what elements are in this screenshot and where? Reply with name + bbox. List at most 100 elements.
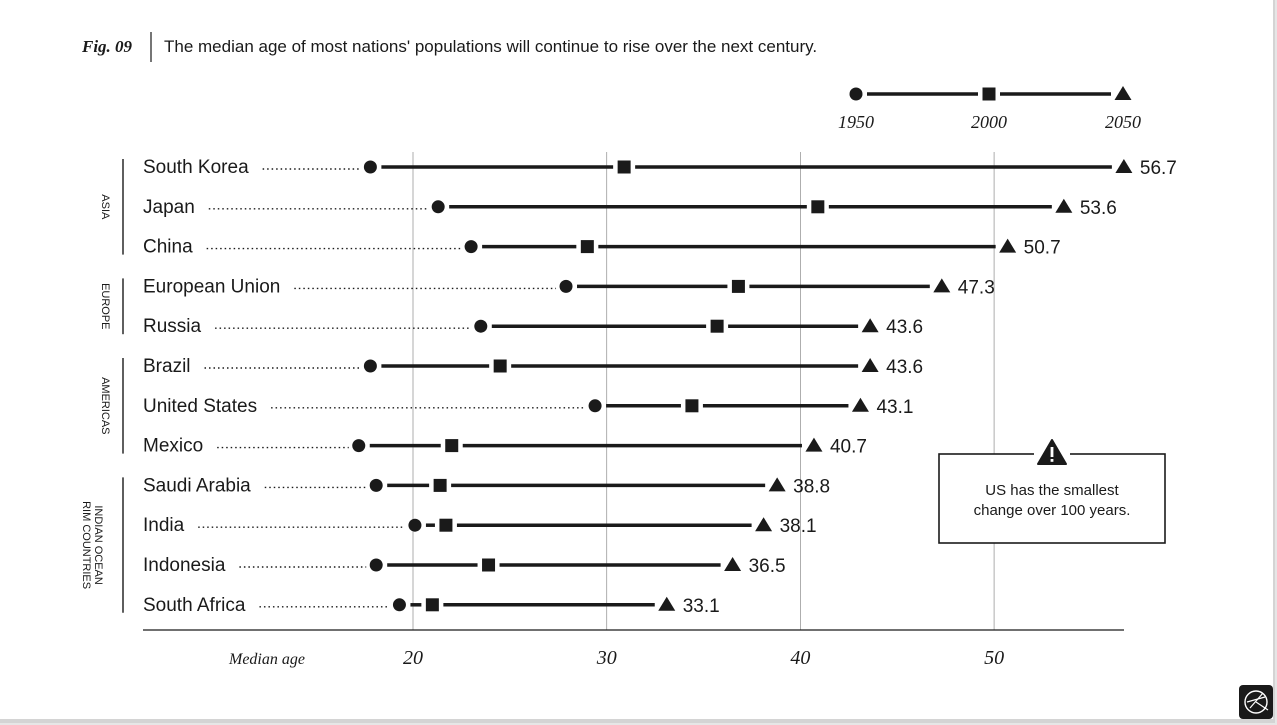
- marker-1950: [408, 518, 422, 532]
- marker-2000: [493, 359, 507, 373]
- value-label: 38.1: [780, 516, 817, 537]
- marker-1950: [363, 359, 377, 373]
- row-mexico: Mexico 40.7: [143, 436, 867, 458]
- marker-2050: [658, 596, 676, 611]
- group-label-line2: RIM COUNTRIES: [80, 501, 92, 589]
- value-label: 47.3: [958, 277, 995, 298]
- tick-label-20: 20: [403, 647, 423, 669]
- country-label: Saudi Arabia: [143, 475, 251, 496]
- row-united-states: United States 43.1: [143, 396, 913, 418]
- tick-label-40: 40: [790, 647, 810, 669]
- marker-2050: [805, 437, 823, 452]
- marker-2050: [768, 477, 786, 492]
- x-axis-title: Median age: [228, 651, 305, 668]
- legend-marker-2050: [1114, 86, 1132, 100]
- marker-2050: [851, 397, 869, 412]
- country-label: India: [143, 515, 185, 536]
- row-south-korea: South Korea 56.7: [143, 157, 1177, 179]
- row-india: India 38.1: [143, 515, 817, 537]
- country-label: South Africa: [143, 595, 246, 616]
- row-south-africa: South Africa 33.1: [143, 595, 720, 617]
- legend-label-1950: 1950: [838, 112, 874, 132]
- marker-2000: [433, 478, 447, 492]
- country-label: China: [143, 237, 193, 258]
- legend-label-2050: 2050: [1105, 112, 1141, 132]
- marker-2000: [811, 200, 825, 214]
- group-label-line1: INDIAN OCEAN: [92, 505, 104, 585]
- row-indonesia: Indonesia 36.5: [143, 555, 786, 577]
- marker-2000: [425, 598, 439, 612]
- marker-2050: [999, 238, 1017, 253]
- marker-2050: [1055, 198, 1073, 213]
- rows-layer: South Korea 56.7 Japan 53.6 China 50.7 Europea…: [143, 157, 1177, 617]
- country-label: United States: [143, 396, 257, 417]
- country-label: Brazil: [143, 356, 191, 377]
- marker-2000: [710, 319, 724, 333]
- marker-2050: [724, 557, 742, 571]
- tick-label-50: 50: [984, 647, 1004, 669]
- value-label: 50.7: [1024, 238, 1061, 259]
- row-saudi-arabia: Saudi Arabia 38.8: [143, 475, 830, 497]
- annotation-text-line1: US has the smallest: [985, 482, 1119, 499]
- marker-1950: [588, 399, 602, 413]
- marker-1950: [363, 160, 377, 174]
- marker-1950: [369, 478, 383, 492]
- x-axis: 20 30 40 50 Median age: [143, 629, 1124, 669]
- annotation-box: US has the smallest change over 100 year…: [938, 438, 1166, 544]
- row-brazil: Brazil 43.6: [143, 356, 923, 378]
- marker-2000: [731, 279, 745, 293]
- marker-2000: [439, 518, 453, 532]
- country-label: Japan: [143, 197, 195, 218]
- legend-marker-2000: [982, 87, 996, 101]
- group-asia: ASIA: [99, 159, 124, 255]
- marker-2000: [482, 558, 496, 572]
- value-label: 40.7: [830, 437, 867, 458]
- annotation-text-line2: change over 100 years.: [974, 502, 1131, 519]
- value-label: 38.8: [793, 476, 830, 497]
- warning-icon: [1037, 439, 1067, 465]
- legend-label-2000: 2000: [971, 112, 1007, 132]
- row-china: China 50.7: [143, 237, 1061, 259]
- tick-label-30: 30: [596, 647, 617, 669]
- marker-2050: [933, 278, 951, 293]
- value-label: 36.5: [749, 556, 786, 577]
- marker-1950: [352, 439, 366, 453]
- country-label: South Korea: [143, 157, 249, 178]
- legend: 1950 2000 2050: [838, 86, 1141, 132]
- group-europe: EUROPE: [99, 278, 124, 335]
- country-label: Indonesia: [143, 555, 226, 576]
- grid-layer: [412, 152, 995, 630]
- value-label: 33.1: [683, 596, 720, 617]
- group-label: AMERICAS: [99, 377, 111, 434]
- marker-1950: [369, 558, 383, 572]
- row-russia: Russia 43.6: [143, 316, 923, 338]
- marker-2000: [445, 439, 459, 453]
- legend-marker-1950: [849, 87, 863, 101]
- marker-2050: [755, 517, 773, 532]
- country-label: European Union: [143, 276, 280, 297]
- group-label: EUROPE: [99, 283, 111, 329]
- marker-2000: [580, 240, 594, 254]
- country-label: Mexico: [143, 436, 203, 457]
- marker-1950: [464, 240, 478, 254]
- country-label: Russia: [143, 316, 202, 337]
- marker-1950: [431, 200, 445, 214]
- marker-2000: [685, 399, 699, 413]
- marker-2050: [1115, 159, 1133, 173]
- publisher-logo: [1239, 685, 1273, 719]
- group-americas: AMERICAS: [99, 358, 124, 454]
- value-label: 53.6: [1080, 198, 1117, 219]
- value-label: 43.6: [886, 317, 923, 338]
- value-label: 56.7: [1140, 158, 1177, 179]
- annotation-frame: [938, 453, 1166, 544]
- marker-2050: [861, 318, 879, 333]
- marker-2000: [617, 160, 631, 174]
- marker-1950: [559, 279, 573, 293]
- row-japan: Japan 53.6: [143, 197, 1117, 219]
- figure-label: Fig. 09: [81, 37, 133, 56]
- value-label: 43.6: [886, 357, 923, 378]
